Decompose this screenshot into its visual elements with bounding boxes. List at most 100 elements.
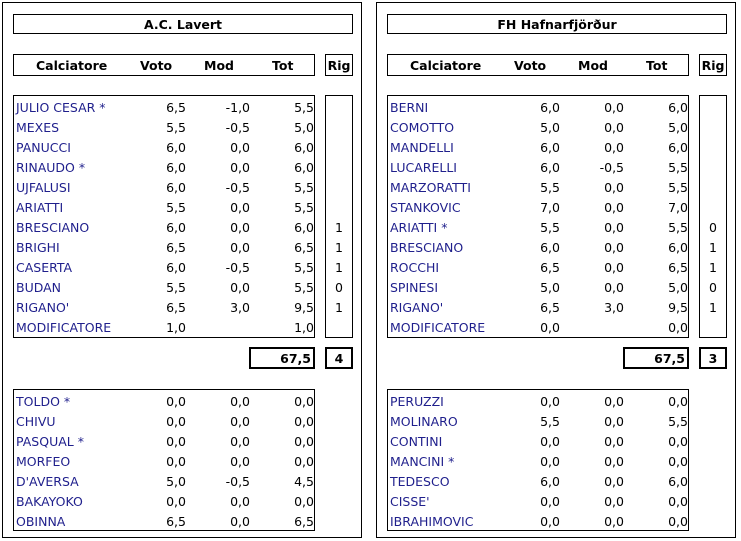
player-row: RIGANO' 6,5 3,0 9,5 [388, 298, 688, 318]
player-voto: 6,5 [166, 100, 186, 115]
player-tot: 5,5 [294, 200, 314, 215]
player-tot: 5,0 [294, 120, 314, 135]
player-voto: 0,0 [540, 434, 560, 449]
player-row: MEXES 5,5 -0,5 5,0 [14, 118, 314, 138]
player-tot: 1,0 [294, 320, 314, 335]
rig-total: 4 [325, 347, 353, 369]
team-panel-home: A.C. Lavert Calciatore Voto Mod Tot Rig JULIO … [2, 2, 362, 538]
player-mod: 0,0 [604, 280, 624, 295]
player-voto: 6,5 [540, 300, 560, 315]
player-name: CASERTA [16, 260, 73, 275]
player-voto: 6,0 [540, 240, 560, 255]
player-tot: 6,0 [668, 140, 688, 155]
player-tot: 9,5 [294, 300, 314, 315]
team-name: FH Hafnarfjörður [387, 14, 727, 34]
player-tot: 6,0 [668, 100, 688, 115]
bench-row: PASQUAL * 0,0 0,0 0,0 [14, 432, 314, 452]
player-mod: -0,5 [599, 160, 624, 175]
player-row: ROCCHI 6,5 0,0 6,5 [388, 258, 688, 278]
player-tot: 5,5 [668, 160, 688, 175]
player-voto: 0,0 [540, 454, 560, 469]
player-row: UJFALUSI 6,0 -0,5 5,5 [14, 178, 314, 198]
player-row: BERNI 6,0 0,0 6,0 [388, 98, 688, 118]
player-row: BRIGHI 6,5 0,0 6,5 [14, 238, 314, 258]
player-name: BUDAN [16, 280, 62, 295]
player-tot: 0,0 [294, 454, 314, 469]
player-row: BRESCIANO 6,0 0,0 6,0 [388, 238, 688, 258]
rig-column: 0 1 1 0 1 [699, 95, 727, 338]
player-name: MARZORATTI [390, 180, 471, 195]
player-row: BUDAN 5,5 0,0 5,5 [14, 278, 314, 298]
rig-total: 3 [699, 347, 727, 369]
player-name: PANUCCI [16, 140, 71, 155]
player-name: STANKOVIC [390, 200, 461, 215]
bench-row: CISSE' 0,0 0,0 0,0 [388, 492, 688, 512]
player-voto: 0,0 [166, 414, 186, 429]
player-row: MODIFICATORE 1,0 1,0 [14, 318, 314, 338]
player-tot: 5,5 [668, 414, 688, 429]
player-name: MODIFICATORE [16, 320, 112, 335]
column-header: Calciatore Voto Mod Tot [13, 54, 315, 76]
bench-row: TOLDO * 0,0 0,0 0,0 [14, 392, 314, 412]
player-tot: 6,0 [294, 160, 314, 175]
header-rig: Rig [325, 54, 353, 76]
player-name: CONTINI [390, 434, 443, 449]
player-voto: 6,5 [166, 240, 186, 255]
player-mod: 0,0 [604, 140, 624, 155]
player-mod: 0,0 [230, 434, 250, 449]
player-name: RIGANO' [390, 300, 444, 315]
player-name: RIGANO' [16, 300, 70, 315]
player-name: ARIATTI [16, 200, 64, 215]
player-mod: 0,0 [604, 454, 624, 469]
player-voto: 6,0 [166, 220, 186, 235]
player-tot: 0,0 [668, 454, 688, 469]
bench-row: MORFEO 0,0 0,0 0,0 [14, 452, 314, 472]
player-mod: 0,0 [604, 200, 624, 215]
player-voto: 0,0 [166, 494, 186, 509]
player-tot: 5,5 [294, 100, 314, 115]
player-voto: 5,5 [166, 280, 186, 295]
player-name: BRESCIANO [390, 240, 464, 255]
bench-row: TEDESCO 6,0 0,0 6,0 [388, 472, 688, 492]
header-voto: Voto [140, 58, 173, 73]
player-name: BAKAYOKO [16, 494, 83, 509]
player-voto: 0,0 [540, 514, 560, 529]
player-tot: 5,5 [294, 180, 314, 195]
player-mod: -0,5 [225, 120, 250, 135]
player-rig: 0 [709, 280, 717, 295]
player-voto: 5,0 [166, 474, 186, 489]
player-tot: 6,5 [294, 240, 314, 255]
player-name: TOLDO * [16, 394, 71, 409]
player-mod: 0,0 [604, 494, 624, 509]
player-voto: 0,0 [540, 394, 560, 409]
player-voto: 0,0 [166, 454, 186, 469]
player-row: JULIO CESAR * 6,5 -1,0 5,5 [14, 98, 314, 118]
player-mod: 0,0 [604, 474, 624, 489]
player-tot: 6,0 [668, 240, 688, 255]
bench-row: MANCINI * 0,0 0,0 0,0 [388, 452, 688, 472]
team-name: A.C. Lavert [13, 14, 353, 34]
player-voto: 6,5 [166, 300, 186, 315]
player-voto: 0,0 [540, 494, 560, 509]
player-name: OBINNA [16, 514, 66, 529]
bench-table: PERUZZI 0,0 0,0 0,0 MOLINARO 5,5 0,0 5,5 CONTINI… [387, 389, 689, 531]
player-name: PASQUAL * [16, 434, 84, 449]
player-mod: 0,0 [230, 514, 250, 529]
player-row: RIGANO' 6,5 3,0 9,5 [14, 298, 314, 318]
player-name: SPINESI [390, 280, 439, 295]
player-voto: 5,5 [166, 200, 186, 215]
player-row: STANKOVIC 7,0 0,0 7,0 [388, 198, 688, 218]
player-mod: 0,0 [604, 100, 624, 115]
player-tot: 6,0 [294, 220, 314, 235]
starters-table: BERNI 6,0 0,0 6,0 COMOTTO 5,0 0,0 5,0 MANDELLI 6,… [387, 95, 689, 338]
player-tot: 5,0 [668, 120, 688, 135]
player-name: TEDESCO [390, 474, 450, 489]
player-rig: 1 [335, 260, 343, 275]
player-mod: 3,0 [230, 300, 250, 315]
player-tot: 0,0 [668, 394, 688, 409]
column-header: Calciatore Voto Mod Tot [387, 54, 689, 76]
player-name: MEXES [16, 120, 60, 135]
player-mod: 0,0 [230, 394, 250, 409]
player-name: CHIVU [16, 414, 56, 429]
player-row: RINAUDO * 6,0 0,0 6,0 [14, 158, 314, 178]
